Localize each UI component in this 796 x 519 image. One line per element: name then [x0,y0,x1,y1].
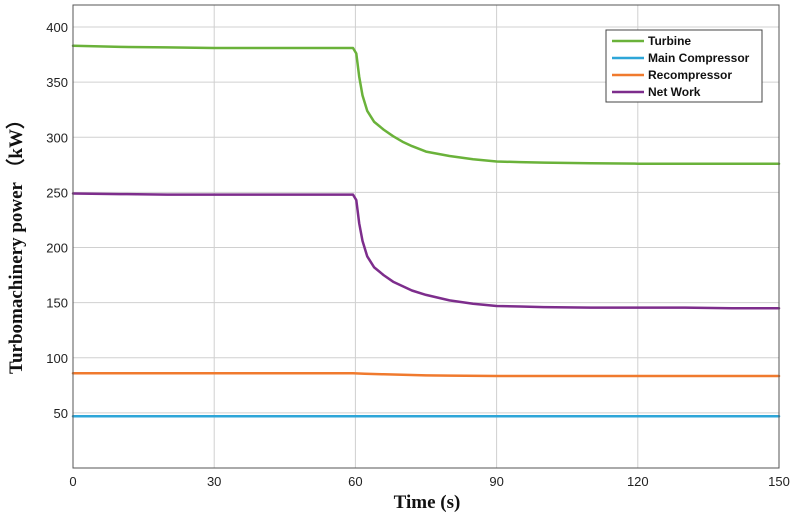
y-tick-label: 350 [46,75,68,90]
y-tick-label: 250 [46,185,68,200]
x-tick-label: 60 [348,474,362,489]
x-tick-label: 30 [207,474,221,489]
legend-entry-main-compressor: Main Compressor [612,51,750,65]
series-line-turbine [71,44,781,165]
y-tick-label: 50 [54,406,68,421]
series-lines [71,44,781,418]
legend-label-turbine: Turbine [648,34,691,48]
plot-area-frame [72,4,780,469]
legend-label-net-work: Net Work [648,85,701,99]
y-tick-label: 400 [46,20,68,35]
y-axis-title: Turbomachinery power （kW） [4,110,27,374]
legend: Turbine Main Compressor Recompressor Net… [605,29,763,103]
tick-labels: 0 30 60 90 120 150 50 100 150 200 250 300 350 400 [46,20,790,489]
y-tick-label: 300 [46,130,68,145]
y-tick-label: 100 [46,351,68,366]
legend-entry-recompressor: Recompressor [612,68,732,82]
x-axis-title: Time (s) [394,492,461,513]
y-tick-label: 150 [46,296,68,311]
legend-entry-turbine: Turbine [612,34,691,48]
x-tick-label: 150 [768,474,790,489]
x-tick-label: 0 [69,474,76,489]
x-tick-label: 90 [489,474,503,489]
legend-label-recompressor: Recompressor [648,68,732,82]
legend-entry-net-work: Net Work [612,85,701,99]
x-tick-label: 120 [627,474,649,489]
series-line-recompressor [71,371,781,378]
series-line-net-work [71,192,781,310]
y-tick-label: 200 [46,241,68,256]
legend-label-main-compressor: Main Compressor [648,51,750,65]
grid [73,5,779,468]
